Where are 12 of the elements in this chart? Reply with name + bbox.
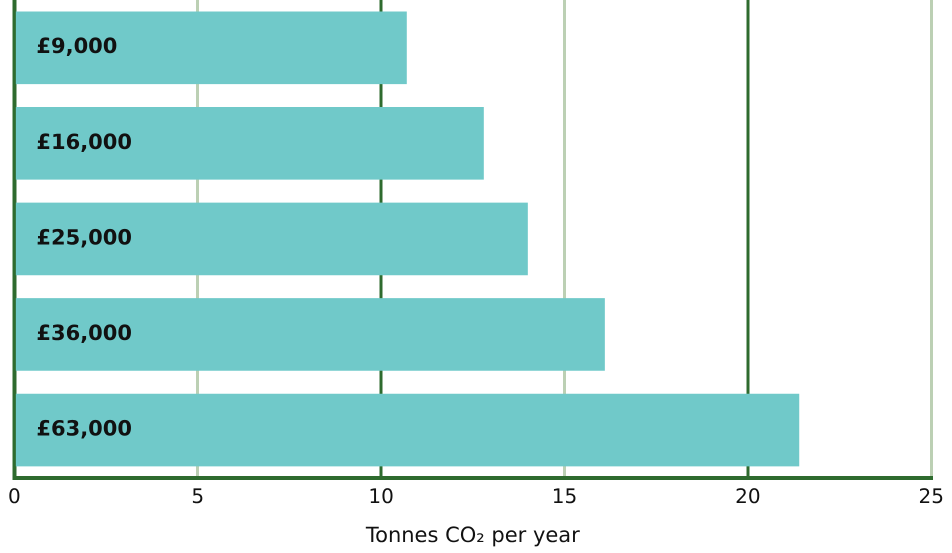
x-tick-label: 25	[918, 484, 944, 508]
y-tick-label: £25,000	[36, 225, 132, 250]
x-tick-label: 0	[8, 484, 21, 508]
y-tick-label: £9,000	[36, 34, 118, 58]
y-tick-label: £36,000	[36, 320, 132, 345]
x-axis-title: Tonnes CO₂ per year	[364, 522, 580, 547]
x-tick-label: 15	[552, 484, 578, 508]
x-tick-label: 20	[735, 484, 761, 508]
y-tick-label: £63,000	[36, 416, 132, 440]
y-tick-label: £16,000	[36, 130, 132, 154]
x-tick-label: 10	[368, 484, 394, 508]
x-tick-label: 5	[191, 484, 204, 508]
